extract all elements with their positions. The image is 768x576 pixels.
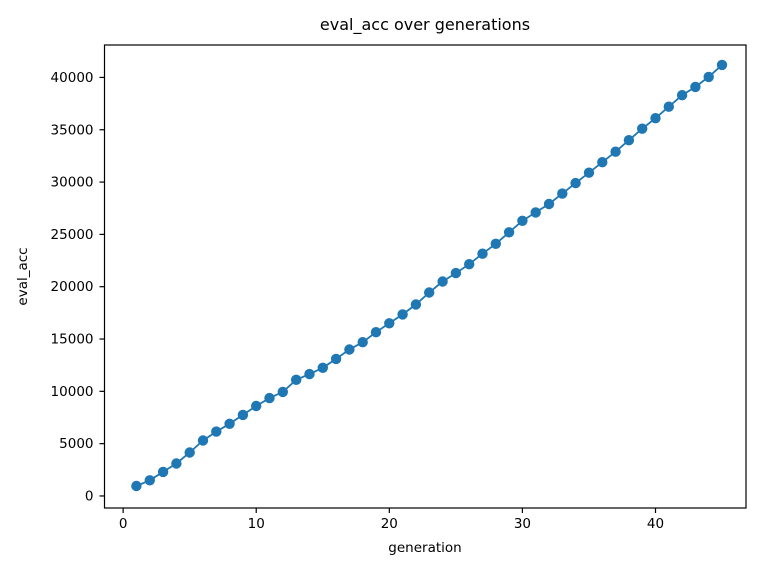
- y-axis-label: eval_acc: [15, 247, 31, 305]
- x-tick-label: 10: [248, 516, 265, 532]
- data-point: [650, 113, 661, 124]
- data-point: [610, 146, 621, 157]
- data-point: [291, 374, 302, 385]
- data-point: [397, 309, 408, 320]
- data-point: [637, 123, 648, 134]
- data-point: [370, 327, 382, 338]
- data-line: [136, 64, 723, 487]
- data-point: [583, 167, 595, 178]
- data-point: [676, 90, 688, 101]
- x-tick-label: 20: [381, 516, 398, 532]
- y-tick-label: 15000: [51, 332, 94, 348]
- data-point: [357, 337, 368, 348]
- data-point: [543, 198, 555, 210]
- y-axis-ticks: 0 5000 10000 15000 20000 25000 30000 35000 40000: [51, 70, 105, 504]
- data-point: [410, 299, 422, 310]
- data-point: [623, 135, 635, 146]
- x-tick-label: 40: [647, 516, 664, 532]
- y-tick-label: 0: [85, 488, 94, 504]
- y-tick-label: 30000: [51, 175, 94, 191]
- chart-title: eval_acc over generations: [320, 15, 530, 35]
- data-point: [490, 238, 501, 249]
- data-point: [437, 276, 448, 287]
- data-point: [277, 386, 288, 398]
- data-point: [570, 177, 581, 189]
- data-point: [251, 400, 262, 412]
- data-point: [131, 480, 142, 492]
- data-point: [703, 71, 714, 83]
- data-point: [157, 466, 169, 478]
- data-point: [224, 418, 235, 429]
- data-point: [716, 59, 728, 71]
- data-point: [450, 267, 462, 279]
- data-point: [384, 318, 395, 329]
- y-tick-label: 10000: [51, 384, 94, 400]
- data-series: [131, 59, 728, 492]
- data-point: [530, 207, 541, 218]
- data-point: [317, 362, 328, 373]
- data-point: [144, 475, 155, 486]
- x-axis-label: generation: [388, 540, 461, 556]
- data-point: [690, 81, 701, 93]
- data-point: [557, 188, 568, 199]
- x-axis-ticks: 0 10 20 30 40: [119, 508, 664, 532]
- x-tick-label: 30: [514, 516, 531, 532]
- data-point: [330, 353, 342, 365]
- data-point: [211, 426, 222, 437]
- data-point: [517, 215, 528, 226]
- y-tick-label: 5000: [59, 436, 93, 452]
- y-tick-label: 25000: [51, 227, 94, 243]
- plot-border: [103, 44, 747, 509]
- data-point: [424, 287, 435, 298]
- x-tick-label: 0: [119, 516, 128, 532]
- data-point: [344, 344, 355, 355]
- data-point: [237, 409, 249, 421]
- data-point: [503, 227, 515, 238]
- data-point: [197, 435, 209, 446]
- data-point: [464, 259, 475, 270]
- y-tick-label: 35000: [51, 122, 94, 138]
- data-point: [663, 101, 674, 112]
- y-tick-label: 40000: [51, 70, 94, 86]
- data-point: [304, 368, 315, 380]
- data-point: [264, 392, 275, 404]
- data-point: [171, 458, 182, 469]
- data-point: [184, 447, 195, 458]
- data-point: [477, 248, 488, 259]
- data-point: [597, 157, 608, 168]
- y-tick-label: 20000: [51, 279, 94, 295]
